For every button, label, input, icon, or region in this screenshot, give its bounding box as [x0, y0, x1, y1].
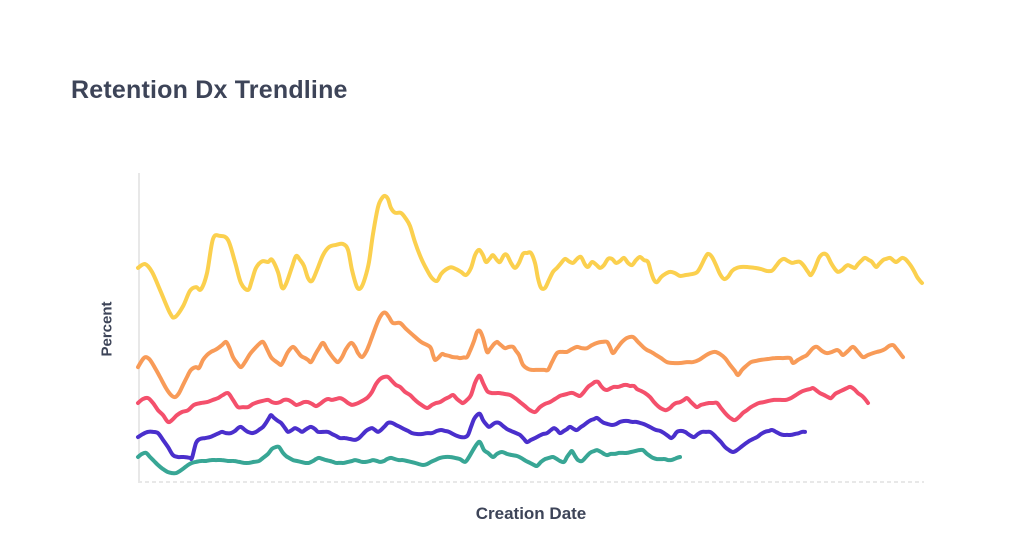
page-title: Retention Dx Trendline [71, 76, 348, 104]
trend-line-yellow [136, 193, 924, 320]
trend-line-red [136, 373, 870, 425]
trend-line-teal [136, 439, 682, 476]
trend-line-purple [136, 411, 807, 462]
trend-lines [136, 193, 924, 476]
x-axis-label: Creation Date [475, 504, 587, 523]
trend-chart [136, 173, 924, 483]
plot-area [136, 173, 924, 483]
y-axis-label: Percent [98, 301, 116, 357]
trend-line-orange [136, 310, 905, 400]
